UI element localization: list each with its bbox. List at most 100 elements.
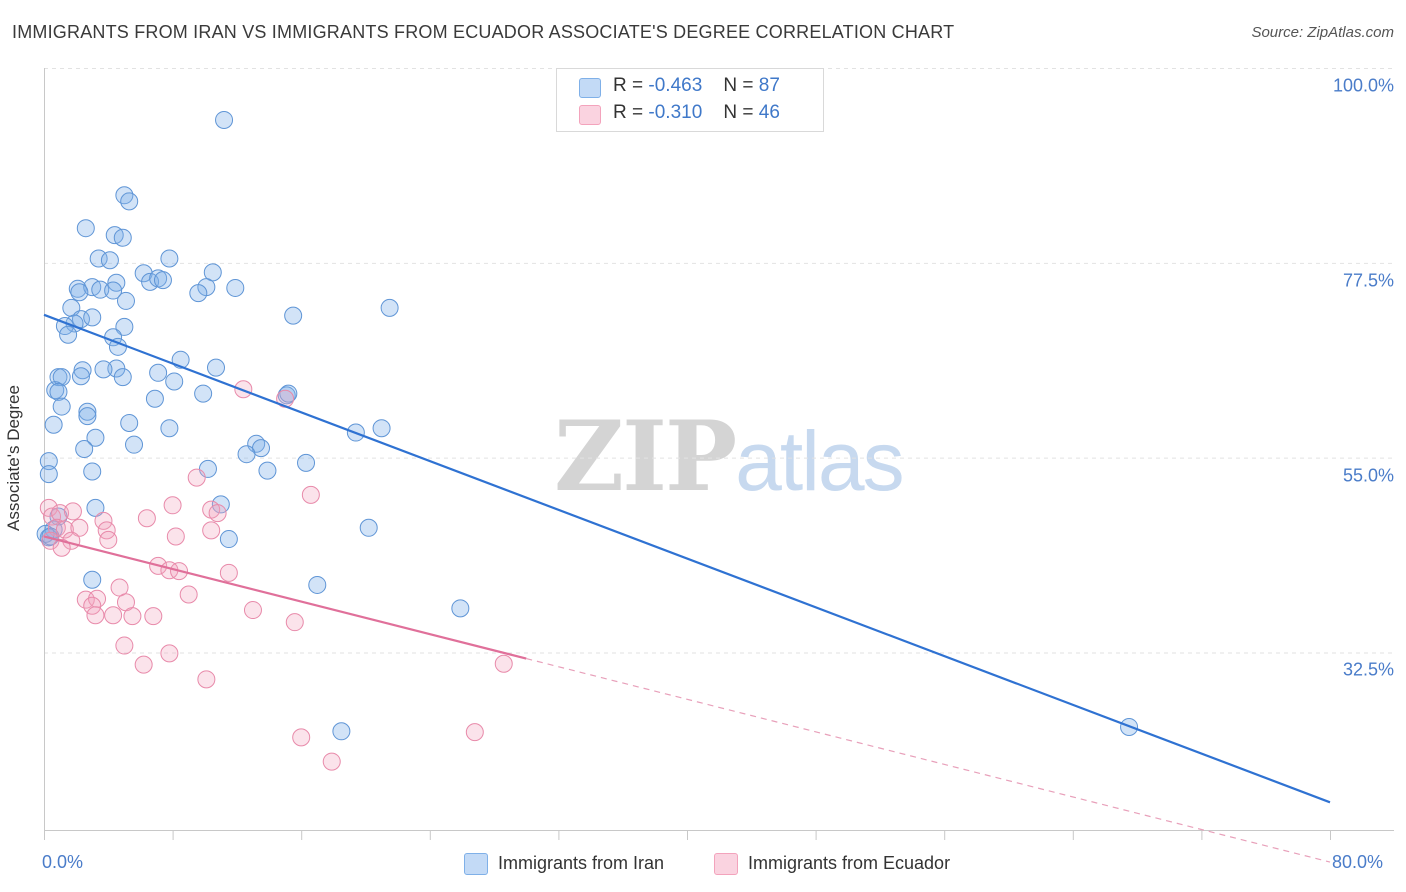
n-value-ecuador: 46 [758,102,780,123]
point-iran-23 [116,291,135,310]
point-ecuador-42 [134,655,153,674]
point-iran-50 [279,384,298,403]
y-tick-label-2: 55.0% [1342,465,1394,486]
point-iran-36 [73,361,92,380]
point-iran-69 [258,461,277,480]
point-ecuador-32 [83,596,102,615]
y-tick-label-0: 100.0% [1332,75,1394,96]
stats-text-iran: R = -0.463 N = 87 [613,75,780,97]
point-ecuador-9 [208,504,227,523]
y-axis-label: Associate's Degree [4,385,23,531]
r-value-ecuador: -0.310 [648,102,703,123]
series-ecuador-points [39,380,513,771]
point-iran-19 [104,281,123,300]
point-iran-47 [49,382,68,401]
point-iran-32 [115,317,134,336]
correlation-stats-box: R = -0.463 N = 87 R = -0.310 N = 46 [556,68,824,132]
point-iran-38 [207,358,226,377]
point-ecuador-37 [144,607,163,626]
point-iran-0 [215,110,234,129]
r-value-iran: -0.463 [648,75,703,96]
point-ecuador-39 [115,636,134,655]
point-ecuador-10 [301,485,320,504]
y-tick-label-1: 77.5% [1342,270,1394,291]
point-iran-29 [380,298,399,317]
point-iran-65 [75,440,94,458]
point-ecuador-16 [97,521,116,540]
point-ecuador-21 [99,530,118,549]
stats-text-ecuador: R = -0.310 N = 46 [613,102,780,124]
point-ecuador-40 [160,644,179,663]
watermark-zip: ZIP [554,400,737,513]
point-iran-64 [237,445,256,464]
point-ecuador-5 [137,509,156,528]
watermark-atlas: atlas [735,414,904,508]
point-iran-66 [297,453,316,472]
r-label: R = [613,75,644,96]
point-iran-51 [145,389,164,408]
point-iran-85 [332,722,351,741]
point-iran-73 [86,498,105,517]
point-ecuador-46 [322,752,341,771]
point-iran-5 [113,228,132,247]
point-ecuador-22 [52,538,71,557]
point-ecuador-45 [292,728,311,747]
source-credit: Source: ZipAtlas.com [1251,24,1394,41]
point-iran-71 [39,465,58,484]
point-iran-77 [359,518,378,537]
point-iran-6 [89,249,108,268]
r-label: R = [613,102,644,123]
legend-swatch-iran [464,853,488,875]
point-iran-42 [52,368,71,387]
point-iran-7 [100,251,119,270]
point-iran-67 [39,452,58,471]
point-iran-83 [451,599,470,618]
point-ecuador-36 [123,607,142,626]
point-iran-70 [83,462,102,481]
point-iran-43 [71,367,90,386]
point-iran-53 [78,402,97,421]
point-ecuador-35 [104,606,123,625]
point-iran-82 [308,575,327,594]
point-iran-22 [70,283,89,302]
grid-lines [44,68,1394,654]
point-iran-8 [160,249,179,268]
trend-line-ecuador [43,535,527,660]
point-iran-59 [372,419,391,438]
stats-swatch-iran [579,78,601,98]
point-ecuador-41 [494,654,513,673]
x-tick-label-0: 0.0% [42,852,84,872]
point-ecuador-4 [94,511,113,530]
point-iran-18 [91,280,110,299]
point-ecuador-15 [70,518,89,537]
point-ecuador-26 [219,563,238,582]
point-ecuador-43 [197,670,216,689]
point-iran-46 [46,381,65,400]
point-iran-28 [284,306,303,325]
point-iran-48 [194,384,213,403]
n-value-iran: 87 [758,75,780,96]
point-ecuador-6 [163,496,182,515]
chart-title: IMMIGRANTS FROM IRAN VS IMMIGRANTS FROM … [12,22,955,42]
point-iran-39 [94,360,113,379]
point-iran-45 [165,372,184,391]
y-tick-label-3: 32.5% [1342,659,1394,680]
trend-line-ecuador-extension [526,657,1331,863]
watermark: ZIPatlas [554,400,905,513]
x-tick-label-1: 80.0% [1332,852,1384,872]
trend-line-iran [43,313,1331,804]
point-iran-61 [125,435,144,454]
point-iran-55 [120,414,139,433]
point-iran-54 [78,407,97,426]
point-iran-3 [76,219,95,238]
legend-label-ecuador: Immigrants from Ecuador [748,853,951,873]
series-iran-points [36,110,1139,741]
trend-lines [43,313,1331,863]
point-iran-52 [52,397,71,416]
point-iran-21 [226,278,245,297]
axes [44,68,1394,840]
point-iran-81 [83,570,102,589]
point-iran-76 [219,530,238,549]
point-iran-20 [189,284,208,303]
